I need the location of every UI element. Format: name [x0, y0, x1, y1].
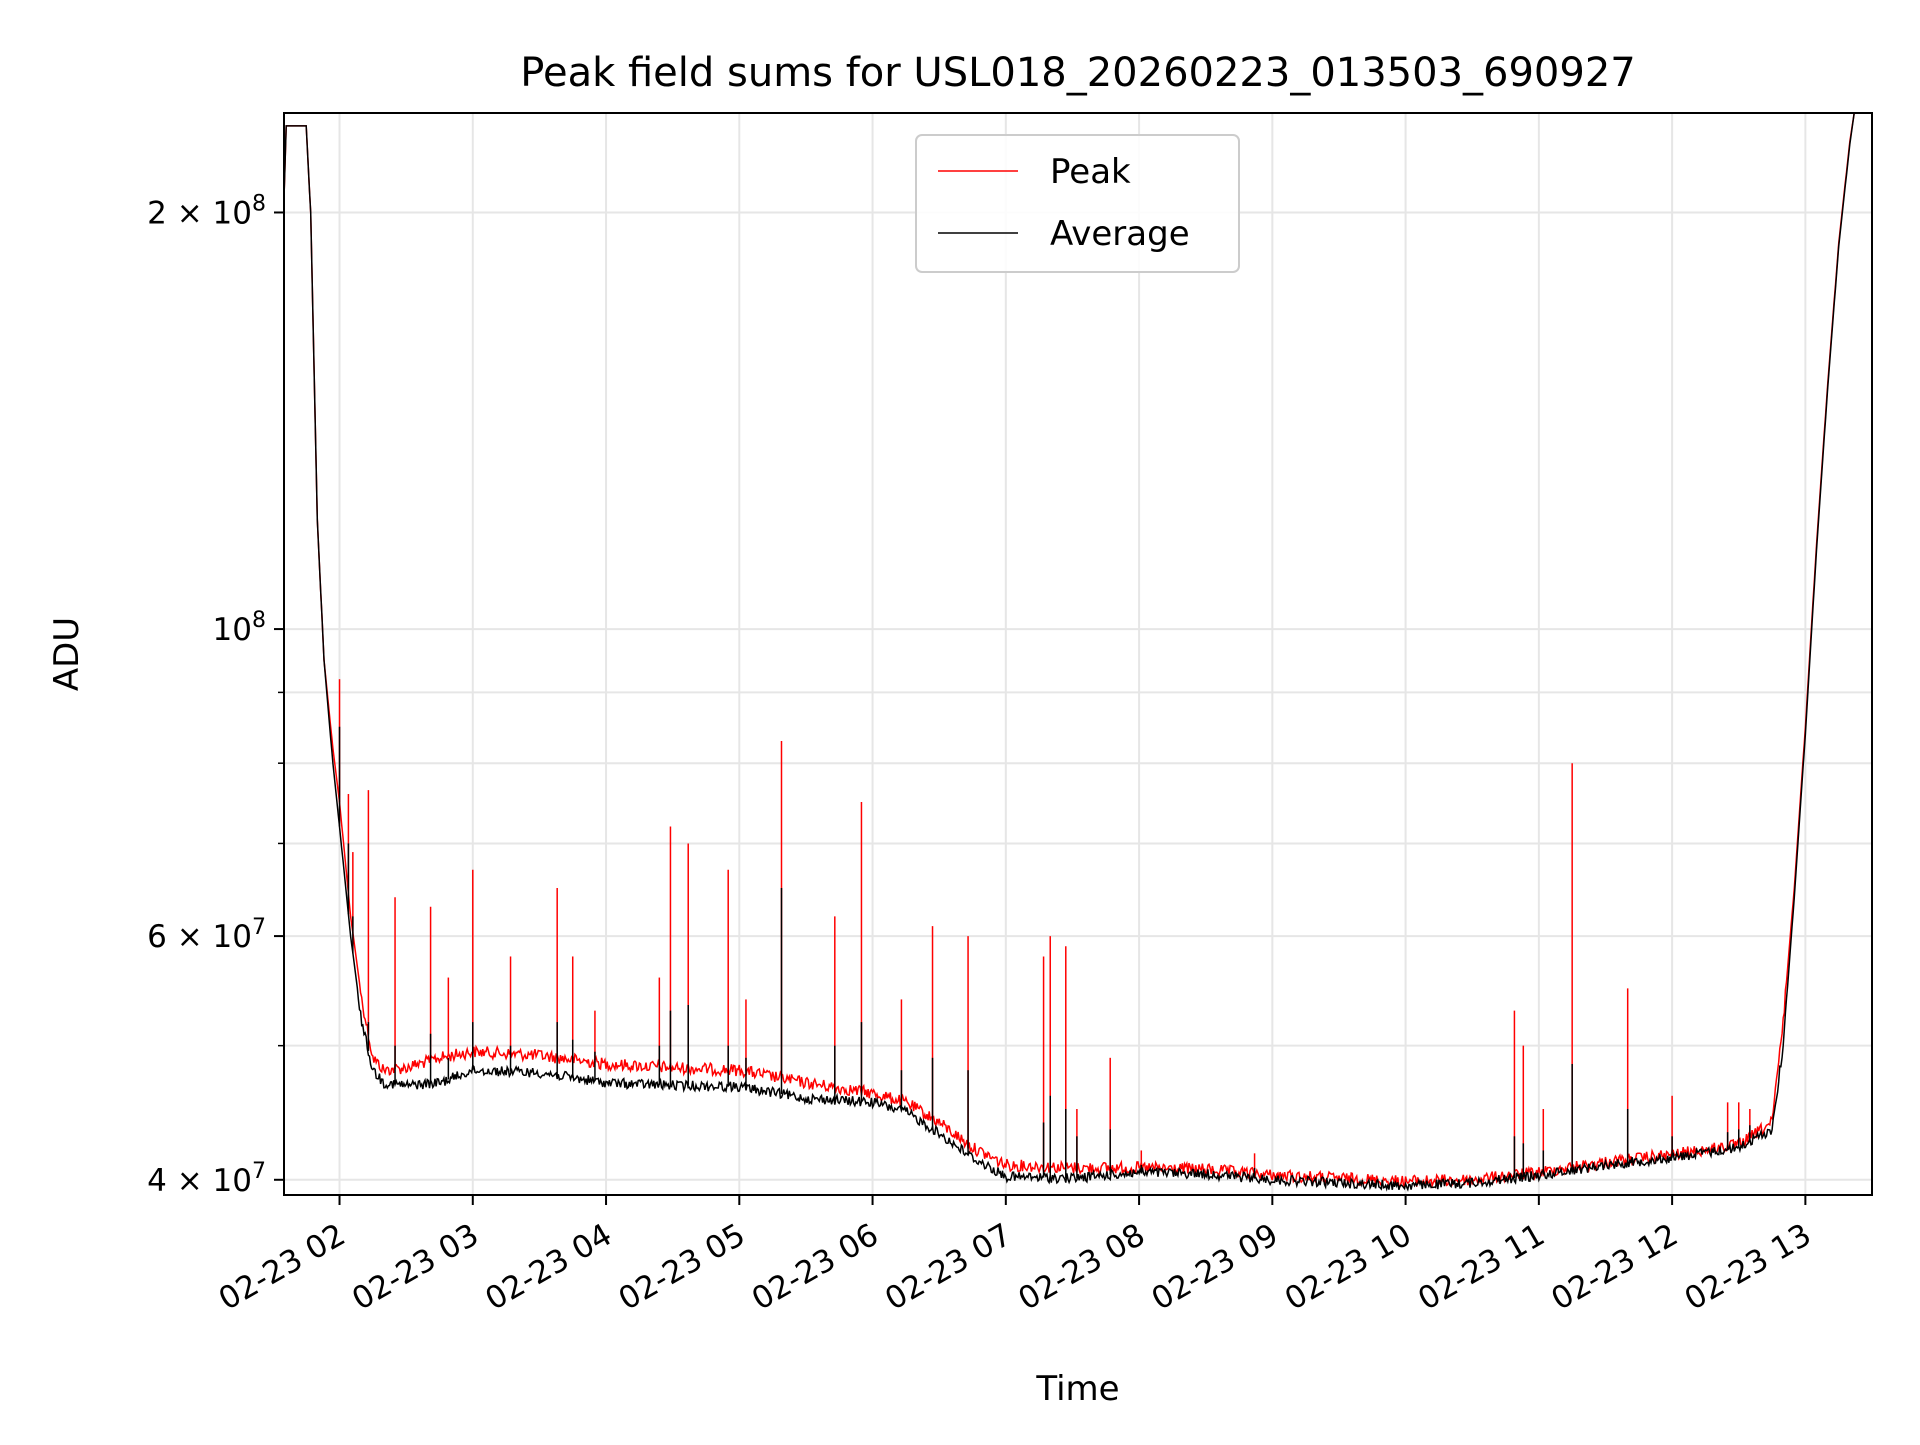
grid [284, 113, 1872, 1195]
legend-average-label: Average [1050, 214, 1190, 254]
x-axis-label: Time [1035, 1369, 1119, 1409]
y-tick-label: 4 × 107 [147, 1159, 266, 1199]
plot-frame [283, 112, 1873, 1196]
y-tick-label: 6 × 107 [147, 915, 266, 955]
legend-peak-label: Peak [1050, 152, 1131, 192]
y-tick-label: 108 [213, 608, 266, 648]
series-peak-line [284, 113, 1855, 1189]
legend-box [915, 134, 1240, 273]
y-tick-label: 2 × 108 [147, 191, 266, 231]
chart-title: Peak field sums for USL018_20260223_0135… [520, 50, 1635, 96]
series-average-line [284, 113, 1855, 1192]
series-layer [284, 113, 1855, 1192]
y-axis-label: ADU [47, 617, 87, 691]
legend: Peak Average [915, 134, 1240, 273]
